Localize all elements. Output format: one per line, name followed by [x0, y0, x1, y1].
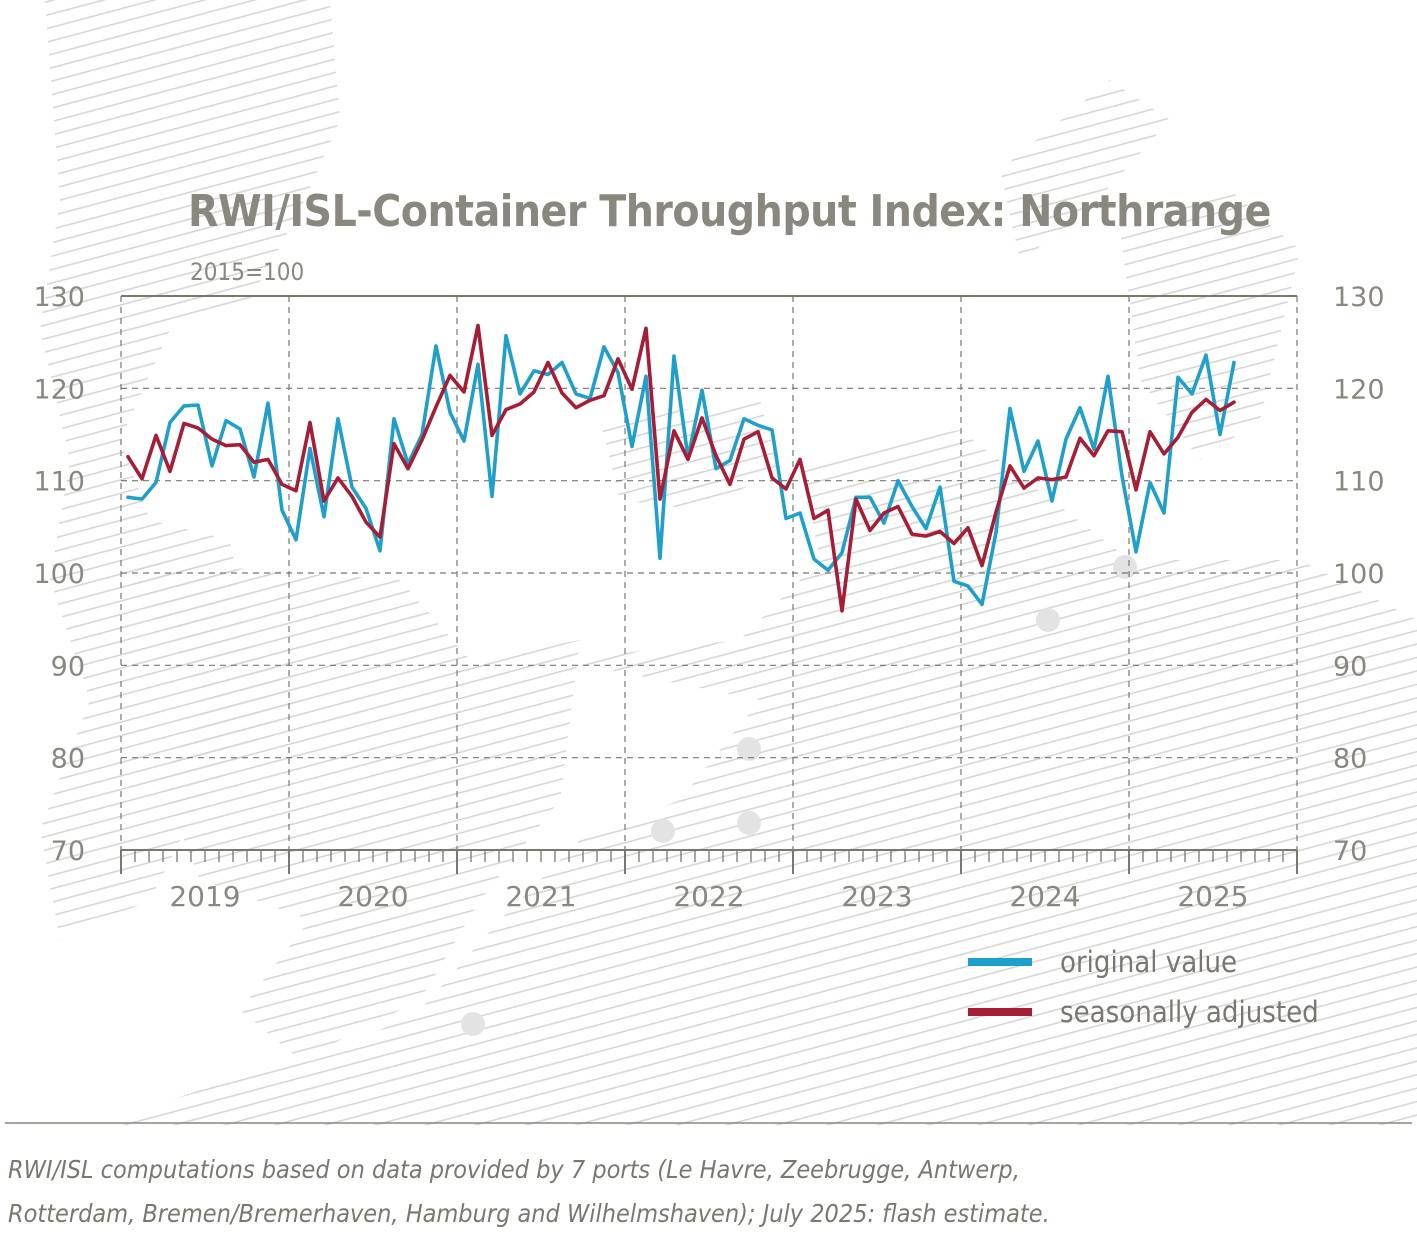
series-line-original — [126, 333, 1236, 607]
chart-subtitle: 2015=100 — [190, 258, 305, 286]
x-tick-label: 2022 — [673, 880, 744, 913]
y-tick-label-right: 130 — [1333, 282, 1385, 313]
footnote-line: RWI/ISL computations based on data provi… — [8, 1155, 1020, 1184]
y-tick-label-left: 90 — [51, 651, 85, 682]
chart-axes: 70 70 80 80 90 90 100 100 110 110 120 120 130 130 2019… — [33, 282, 1384, 913]
y-tick-label-right: 110 — [1333, 467, 1385, 498]
city-marker — [651, 819, 675, 843]
x-tick-label: 2023 — [841, 880, 912, 913]
city-marker — [737, 811, 761, 835]
y-tick-label-left: 110 — [33, 467, 85, 498]
y-tick-label-right: 100 — [1333, 559, 1385, 590]
legend-swatch-adjusted — [968, 1008, 1032, 1016]
y-tick-label-right: 80 — [1333, 744, 1367, 775]
y-tick-label-right: 90 — [1333, 651, 1367, 682]
y-tick-label-left: 80 — [51, 744, 85, 775]
city-marker — [461, 1012, 485, 1036]
x-tick-label: 2025 — [1177, 880, 1248, 913]
legend-label-original: original value — [1060, 945, 1238, 979]
footnote-line: Rotterdam, Bremen/Bremerhaven, Hamburg a… — [8, 1199, 1050, 1228]
y-tick-label-right: 120 — [1333, 374, 1385, 405]
chart-series — [126, 323, 1236, 613]
x-tick-label: 2024 — [1009, 880, 1080, 913]
x-tick-label: 2020 — [337, 880, 408, 913]
y-tick-label-left: 70 — [51, 836, 85, 867]
map-background — [40, 0, 1417, 1125]
city-marker — [737, 737, 761, 761]
legend-label-adjusted: seasonally adjusted — [1060, 995, 1319, 1029]
y-tick-label-left: 130 — [33, 282, 85, 313]
chart-title: RWI/ISL-Container Throughput Index: Nort… — [188, 186, 1271, 237]
y-tick-label-right: 70 — [1333, 836, 1367, 867]
legend-swatch-original — [968, 958, 1032, 966]
city-marker — [1036, 608, 1060, 632]
series-line-adjusted — [126, 323, 1236, 613]
city-marker — [1113, 555, 1137, 579]
y-tick-label-left: 120 — [33, 374, 85, 405]
y-tick-label-left: 100 — [33, 559, 85, 590]
footnote: RWI/ISL computations based on data provi… — [8, 1148, 1050, 1236]
x-tick-label: 2021 — [505, 880, 576, 913]
city-markers — [461, 555, 1137, 1036]
x-tick-label: 2019 — [169, 880, 240, 913]
chart-grid — [120, 295, 1298, 850]
